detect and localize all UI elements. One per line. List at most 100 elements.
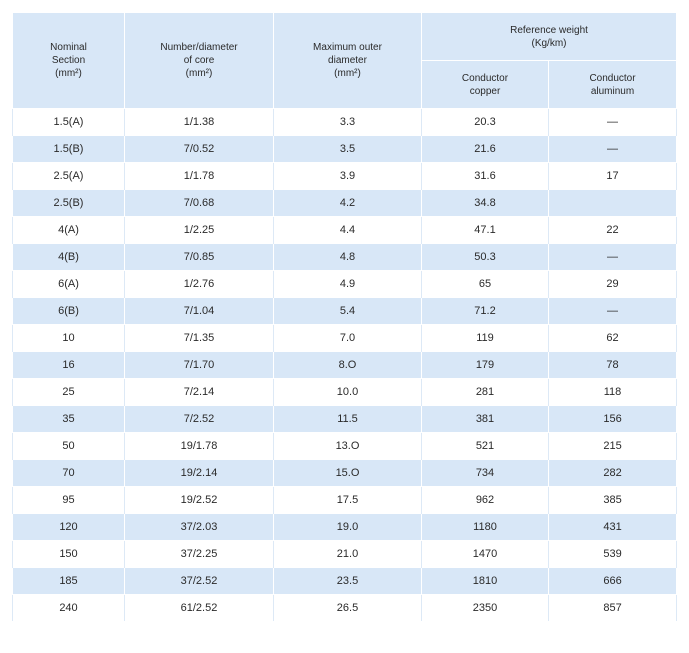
copper-weight-cell: 734 — [421, 459, 549, 487]
number-diameter-cell: 1/2.76 — [124, 270, 274, 298]
copper-weight-cell: 71.2 — [421, 297, 549, 325]
table-row: 70 19/2.14 15.O 734 282 — [12, 459, 678, 487]
max-outer-diameter-cell: 5.4 — [273, 297, 422, 325]
max-outer-diameter-cell: 19.0 — [273, 513, 422, 541]
copper-weight-cell: 65 — [421, 270, 549, 298]
copper-weight-cell: 1470 — [421, 540, 549, 568]
nominal-section-cell: 35 — [12, 405, 125, 433]
header-outer-line-1: Maximum outer — [313, 42, 382, 53]
table-row: 150 37/2.25 21.0 1470 539 — [12, 540, 678, 568]
number-diameter-cell: 61/2.52 — [124, 594, 274, 621]
table-row: 120 37/2.03 19.0 1180 431 — [12, 513, 678, 541]
table-row: 95 19/2.52 17.5 962 385 — [12, 486, 678, 514]
copper-weight-cell: 2350 — [421, 594, 549, 621]
nominal-section-cell: 240 — [12, 594, 125, 621]
aluminum-weight-cell: 156 — [547, 405, 678, 433]
header-number-line-1: Number/diameter — [160, 42, 238, 53]
number-diameter-cell: 7/1.35 — [124, 324, 274, 352]
table-row: 1.5(B) 7/0.52 3.5 21.6— — [12, 135, 678, 163]
table-row: 6(A) 1/2.76 4.9 65 29 — [12, 270, 678, 298]
nominal-section-cell: 4(B) — [12, 243, 125, 271]
copper-weight-cell: 31.6 — [421, 162, 549, 190]
table-row: 240 61/2.52 26.5 2350 857 — [12, 594, 678, 621]
table-row: 4(B) 7/0.85 4.8 50.3— — [12, 243, 678, 271]
nominal-section-cell: 4(A) — [12, 216, 125, 244]
max-outer-diameter-cell: 3.3 — [273, 108, 422, 136]
header-conductor-copper: Conductor copper — [421, 60, 549, 109]
number-diameter-cell: 37/2.52 — [124, 567, 274, 595]
aluminum-weight-cell: 282 — [547, 459, 678, 487]
nominal-section-cell: 185 — [12, 567, 125, 595]
number-diameter-cell: 7/0.85 — [124, 243, 274, 271]
max-outer-diameter-cell: 4.9 — [273, 270, 422, 298]
copper-weight-cell: 50.3 — [421, 243, 549, 271]
nominal-section-cell: 2.5(A) — [12, 162, 125, 190]
nominal-section-cell: 16 — [12, 351, 125, 379]
number-diameter-cell: 37/2.03 — [124, 513, 274, 541]
nominal-section-cell: 6(B) — [12, 297, 125, 325]
table-row: 4(A) 1/2.25 4.4 47.1 22 — [12, 216, 678, 244]
number-diameter-cell: 37/2.25 — [124, 540, 274, 568]
header-reference-weight: Reference weight (Kg/km) — [420, 12, 678, 61]
nominal-section-cell: 1.5(B) — [12, 135, 125, 163]
nominal-section-cell: 10 — [12, 324, 125, 352]
copper-weight-cell: 21.6 — [421, 135, 549, 163]
number-diameter-cell: 1/1.78 — [124, 162, 274, 190]
copper-weight-cell: 34.8 — [421, 189, 549, 217]
header-aluminum-line-2: aluminum — [590, 85, 635, 97]
number-diameter-cell: 19/2.52 — [124, 486, 274, 514]
number-diameter-cell: 1/1.38 — [124, 108, 274, 136]
nominal-section-cell: 95 — [12, 486, 125, 514]
aluminum-weight-cell: — — [547, 297, 678, 325]
number-diameter-cell: 19/1.78 — [124, 432, 274, 460]
number-diameter-cell: 7/0.52 — [124, 135, 274, 163]
cable-spec-table-frame: Nominal Section (mm²) Number/diameter of… — [12, 12, 678, 642]
number-diameter-cell: 7/2.52 — [124, 405, 274, 433]
header-weight-line-2: (Kg/km) — [531, 37, 567, 49]
max-outer-diameter-cell: 23.5 — [273, 567, 422, 595]
header-nominal-line-3: (mm²) — [55, 68, 82, 79]
max-outer-diameter-cell: 13.O — [273, 432, 422, 460]
nominal-section-cell: 120 — [12, 513, 125, 541]
aluminum-weight-cell: 62 — [547, 324, 678, 352]
table-row: 2.5(B) 7/0.68 4.2 34.8 — [12, 189, 678, 217]
header-nominal-section: Nominal Section (mm²) — [12, 12, 125, 109]
header-copper-line-2: copper — [469, 85, 501, 97]
header-outer-line-3: (mm²) — [334, 68, 361, 79]
copper-weight-cell: 119 — [421, 324, 549, 352]
copper-weight-cell: 20.3 — [421, 108, 549, 136]
table-row: 35 7/2.52 11.5 381 156 — [12, 405, 678, 433]
max-outer-diameter-cell: 4.4 — [273, 216, 422, 244]
header-max-outer-diameter: Maximum outer diameter (mm²) — [273, 12, 422, 109]
copper-weight-cell: 1810 — [421, 567, 549, 595]
max-outer-diameter-cell: 3.9 — [273, 162, 422, 190]
table-row: 2.5(A) 1/1.78 3.9 31.6 17 — [12, 162, 678, 190]
table-row: 6(B) 7/1.04 5.4 71.2— — [12, 297, 678, 325]
max-outer-diameter-cell: 15.O — [273, 459, 422, 487]
max-outer-diameter-cell: 4.2 — [273, 189, 422, 217]
header-outer-line-2: diameter — [328, 55, 367, 66]
copper-weight-cell: 521 — [421, 432, 549, 460]
number-diameter-cell: 19/2.14 — [124, 459, 274, 487]
max-outer-diameter-cell: 7.0 — [273, 324, 422, 352]
header-number-line-2: of core — [183, 55, 215, 66]
cable-spec-table: Nominal Section (mm²) Number/diameter of… — [12, 12, 678, 621]
aluminum-weight-cell: 22 — [547, 216, 678, 244]
aluminum-weight-cell: 385 — [547, 486, 678, 514]
table-row: 16 7/1.70 8.O 179 78 — [12, 351, 678, 379]
aluminum-weight-cell: 431 — [547, 513, 678, 541]
number-diameter-cell: 7/2.14 — [124, 378, 274, 406]
table-row: 185 37/2.52 23.5 1810 666 — [12, 567, 678, 595]
aluminum-weight-cell: 29 — [547, 270, 678, 298]
aluminum-weight-cell: — — [547, 108, 678, 136]
header-conductor-aluminum: Conductor aluminum — [547, 60, 678, 109]
aluminum-weight-cell: — — [547, 135, 678, 163]
table-row: 25 7/2.14 10.0 281 118 — [12, 378, 678, 406]
nominal-section-cell: 1.5(A) — [12, 108, 125, 136]
header-nominal-line-1: Nominal — [50, 42, 87, 53]
max-outer-diameter-cell: 4.8 — [273, 243, 422, 271]
table-body: 1.5(A) 1/1.38 3.3 20.3—1.5(B) 7/0.52 3.5 21.6—… — [12, 108, 678, 621]
max-outer-diameter-cell: 21.0 — [273, 540, 422, 568]
max-outer-diameter-cell: 3.5 — [273, 135, 422, 163]
copper-weight-cell: 381 — [421, 405, 549, 433]
